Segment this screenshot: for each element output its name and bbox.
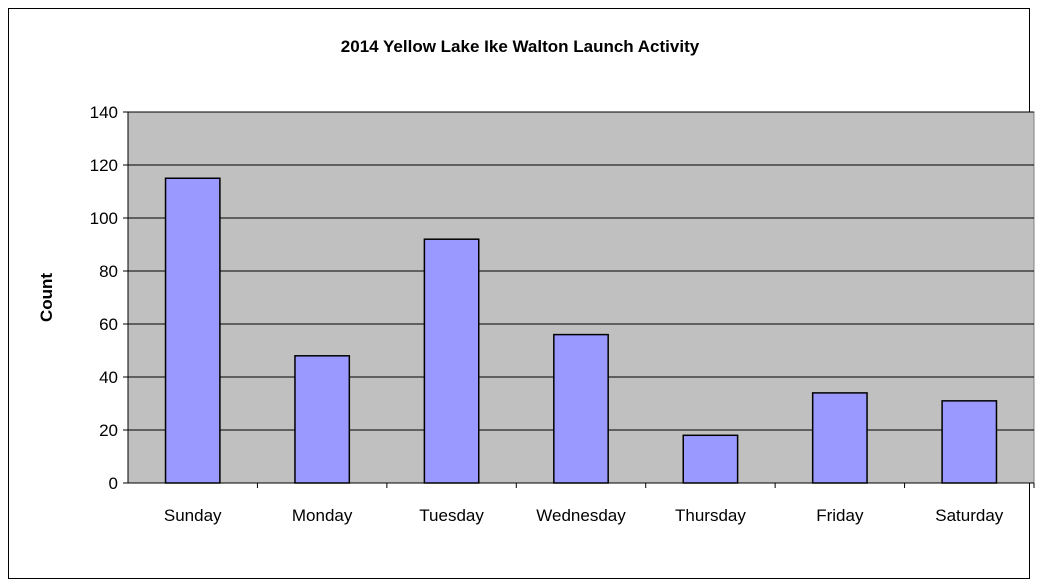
y-tick-label: 40 bbox=[99, 368, 118, 387]
x-tick-label-monday: Monday bbox=[292, 506, 353, 525]
bar-thursday bbox=[682, 434, 739, 484]
y-axis-title: Count bbox=[37, 273, 56, 322]
y-tick-label: 120 bbox=[90, 156, 118, 175]
bars bbox=[164, 177, 998, 484]
y-tick-label: 80 bbox=[99, 262, 118, 281]
y-tick-label: 100 bbox=[90, 209, 118, 228]
bar-friday bbox=[811, 392, 868, 484]
bar-wednesday bbox=[553, 333, 609, 484]
chart-title: 2014 Yellow Lake Ike Walton Launch Activ… bbox=[340, 37, 700, 56]
x-tick-label-tuesday: Tuesday bbox=[419, 506, 484, 525]
bar-tuesday bbox=[423, 238, 480, 484]
axes bbox=[123, 111, 1035, 488]
gridlines bbox=[128, 111, 1034, 431]
y-tick-label: 20 bbox=[99, 421, 118, 440]
x-tick-label-thursday: Thursday bbox=[675, 506, 746, 525]
x-tick-label-saturday: Saturday bbox=[935, 506, 1004, 525]
bar-sunday bbox=[164, 177, 221, 484]
x-tick-label-wednesday: Wednesday bbox=[536, 506, 626, 525]
x-tick-label-friday: Friday bbox=[816, 506, 864, 525]
bar-saturday bbox=[941, 400, 998, 484]
x-tick-label-sunday: Sunday bbox=[164, 506, 222, 525]
labels: 0 20 40 60 80 100 120 140 Sunday Monday Tuesday Wed… bbox=[90, 103, 1004, 525]
y-tick-label: 60 bbox=[99, 315, 118, 334]
y-tick-label: 0 bbox=[109, 474, 118, 493]
bar-monday bbox=[294, 355, 351, 484]
y-tick-label: 140 bbox=[90, 103, 118, 122]
